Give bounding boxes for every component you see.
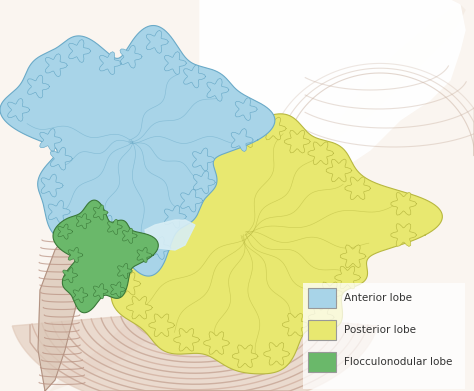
Polygon shape [120, 45, 142, 68]
Polygon shape [69, 39, 91, 63]
Polygon shape [97, 215, 119, 238]
Polygon shape [12, 313, 378, 391]
Polygon shape [317, 282, 343, 305]
Polygon shape [283, 313, 308, 336]
Polygon shape [105, 170, 130, 194]
Polygon shape [136, 224, 161, 246]
Polygon shape [192, 148, 214, 171]
Polygon shape [200, 0, 465, 185]
Polygon shape [174, 328, 200, 351]
Bar [308, 320, 336, 340]
Polygon shape [183, 65, 206, 88]
Polygon shape [142, 241, 168, 264]
Polygon shape [340, 245, 366, 268]
Polygon shape [48, 200, 70, 223]
Polygon shape [50, 147, 73, 170]
Polygon shape [284, 130, 310, 153]
Polygon shape [207, 128, 233, 151]
Polygon shape [73, 287, 88, 303]
Polygon shape [120, 237, 142, 260]
Polygon shape [264, 343, 290, 365]
Polygon shape [326, 159, 352, 182]
Polygon shape [115, 272, 141, 295]
Polygon shape [345, 177, 371, 200]
Polygon shape [232, 125, 258, 148]
Polygon shape [40, 129, 62, 151]
Polygon shape [111, 282, 126, 297]
Polygon shape [235, 98, 257, 121]
Text: Flocculonodular lobe: Flocculonodular lobe [344, 357, 452, 367]
Bar [308, 288, 336, 308]
Polygon shape [149, 134, 175, 157]
Polygon shape [335, 266, 361, 289]
Polygon shape [108, 219, 122, 235]
Polygon shape [193, 171, 215, 194]
Text: Posterior lobe: Posterior lobe [344, 325, 416, 335]
Polygon shape [309, 306, 334, 329]
Polygon shape [231, 129, 253, 151]
Polygon shape [69, 217, 91, 240]
Polygon shape [63, 267, 77, 283]
Polygon shape [100, 52, 121, 75]
Polygon shape [149, 237, 171, 260]
Polygon shape [164, 205, 186, 228]
Polygon shape [164, 52, 186, 75]
Text: Anterior lobe: Anterior lobe [344, 293, 412, 303]
Polygon shape [50, 5, 465, 391]
Polygon shape [118, 145, 143, 168]
Bar [303, 283, 465, 389]
Polygon shape [41, 174, 63, 197]
Polygon shape [38, 230, 82, 391]
Polygon shape [204, 332, 229, 355]
Bar [308, 352, 336, 372]
Polygon shape [8, 99, 29, 121]
Polygon shape [232, 345, 258, 368]
Polygon shape [45, 54, 67, 77]
Polygon shape [118, 263, 132, 279]
Polygon shape [53, 200, 158, 313]
Polygon shape [76, 213, 91, 229]
Polygon shape [91, 196, 117, 219]
Polygon shape [58, 224, 73, 239]
Polygon shape [181, 189, 202, 212]
Polygon shape [93, 283, 108, 299]
Polygon shape [261, 117, 286, 140]
Polygon shape [149, 314, 174, 337]
Polygon shape [145, 220, 195, 250]
Polygon shape [0, 25, 275, 276]
Polygon shape [127, 296, 152, 319]
Polygon shape [391, 192, 417, 215]
Polygon shape [172, 115, 197, 138]
Polygon shape [85, 111, 442, 374]
Polygon shape [27, 75, 49, 98]
Polygon shape [391, 224, 417, 246]
Polygon shape [308, 142, 334, 165]
Polygon shape [146, 30, 168, 54]
Polygon shape [68, 248, 83, 263]
Polygon shape [122, 228, 137, 244]
Polygon shape [207, 78, 229, 101]
Polygon shape [137, 248, 152, 263]
Polygon shape [93, 205, 108, 220]
